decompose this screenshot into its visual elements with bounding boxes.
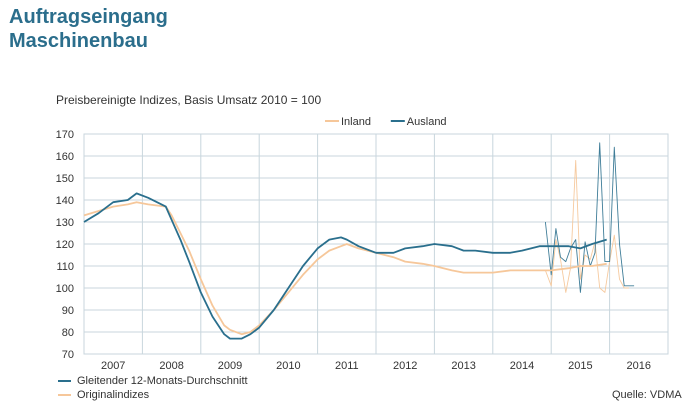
series-line-inland-original — [544, 159, 629, 293]
title-line-2: Maschinenbau — [9, 30, 148, 52]
legend-smoothed-swatch — [58, 380, 71, 382]
series-line-ausland-smoothed — [83, 192, 607, 340]
y-tick-label: 90 — [62, 305, 74, 317]
series-line-inland-smoothed — [83, 201, 607, 336]
x-tick-label: 2013 — [451, 360, 475, 372]
y-tick-label: 110 — [56, 261, 74, 273]
legend-smoothed-label: Gleitender 12-Monats-Durchschnitt — [77, 375, 248, 387]
source-note: Quelle: VDMA — [612, 389, 682, 401]
legend-original-label: Originalindizes — [77, 389, 150, 401]
x-tick-label: 2012 — [393, 360, 417, 372]
y-tick-label: 100 — [56, 283, 74, 295]
legend-label-inland: Inland — [341, 116, 371, 128]
x-tick-label: 2009 — [218, 360, 242, 372]
y-tick-label: 160 — [56, 151, 74, 163]
legend-original: Originalindizes — [58, 389, 149, 401]
title-line-1: Auftragseingang — [9, 6, 168, 28]
x-tick-label: 2008 — [159, 360, 183, 372]
legend-label-ausland: Ausland — [407, 116, 447, 128]
x-tick-label: 2014 — [510, 360, 534, 372]
y-tick-label: 80 — [62, 327, 74, 339]
x-tick-label: 2011 — [335, 360, 359, 372]
chart-title: Auftragseingang Maschinenbau — [9, 5, 168, 53]
x-tick-label: 2015 — [568, 360, 592, 372]
y-tick-label: 130 — [56, 217, 74, 229]
y-tick-label: 140 — [56, 195, 74, 207]
legend-smoothed: Gleitender 12-Monats-Durchschnitt — [58, 375, 248, 387]
y-tick-label: 70 — [62, 349, 74, 361]
legend-original-swatch — [58, 394, 71, 396]
x-tick-label: 2010 — [276, 360, 300, 372]
chart-subtitle: Preisbereinigte Indizes, Basis Umsatz 20… — [56, 93, 322, 107]
y-tick-label: 120 — [56, 239, 74, 251]
y-tick-label: 150 — [56, 173, 74, 185]
x-tick-label: 2007 — [101, 360, 125, 372]
y-tick-label: 170 — [56, 129, 74, 141]
x-tick-label: 2016 — [627, 360, 651, 372]
